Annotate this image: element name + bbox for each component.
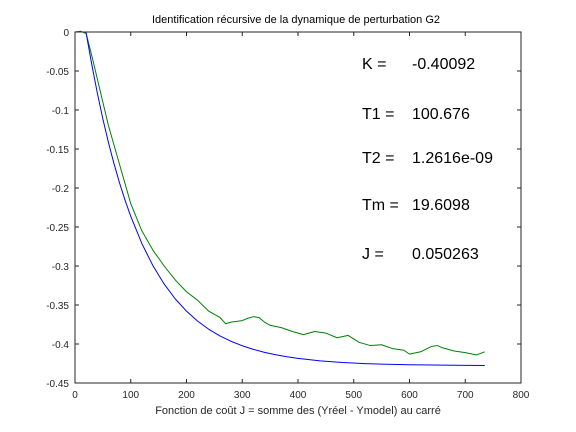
series-line-measured	[74, 30, 485, 356]
param-label-j: J =	[362, 246, 384, 263]
x-tick-label: 800	[513, 390, 530, 401]
param-label-k: K =	[362, 56, 386, 73]
x-tick-label: 400	[290, 390, 307, 401]
series-layer	[74, 30, 485, 366]
x-tick-label: 500	[345, 390, 362, 401]
x-axis: 0 100 200 300 400 500 600 700 800	[72, 32, 530, 401]
plot-area	[75, 32, 521, 383]
x-tick-label: 300	[234, 390, 251, 401]
y-tick-label: 0	[63, 28, 69, 39]
x-axis-label: Fonction de coût J = somme des (Yréel - …	[155, 405, 441, 417]
param-label-t2: T2 =	[362, 150, 394, 167]
param-value-k: -0.40092	[412, 56, 475, 73]
x-tick-label: 0	[72, 390, 78, 401]
param-value-tm: 19.6098	[412, 197, 470, 214]
y-tick-label: -0.05	[46, 67, 69, 78]
parameter-annotations: K = -0.40092 T1 = 100.676 T2 = 1.2616e-0…	[362, 56, 493, 263]
y-tick-label: -0.45	[46, 379, 69, 390]
param-value-j: 0.050263	[412, 246, 479, 263]
param-value-t2: 1.2616e-09	[412, 150, 493, 167]
y-tick-label: -0.4	[52, 340, 70, 351]
y-tick-label: -0.3	[52, 262, 70, 273]
x-tick-label: 700	[457, 390, 474, 401]
y-tick-label: -0.15	[46, 145, 69, 156]
x-tick-label: 100	[122, 390, 139, 401]
y-tick-label: -0.25	[46, 223, 69, 234]
param-label-tm: Tm =	[362, 197, 399, 214]
param-label-t1: T1 =	[362, 106, 394, 123]
y-axis: 0 -0.05 -0.1 -0.15 -0.2 -0.25 -0.3 -0.35 -0.4 -0.…	[46, 28, 521, 390]
chart-title: Identification récursive de la dynamique…	[152, 14, 440, 26]
x-tick-label: 200	[178, 390, 195, 401]
y-tick-label: -0.1	[52, 106, 70, 117]
series-line-model	[75, 31, 485, 366]
x-tick-label: 600	[401, 390, 418, 401]
param-value-t1: 100.676	[412, 106, 470, 123]
y-tick-label: -0.2	[52, 184, 70, 195]
y-tick-label: -0.35	[46, 301, 69, 312]
